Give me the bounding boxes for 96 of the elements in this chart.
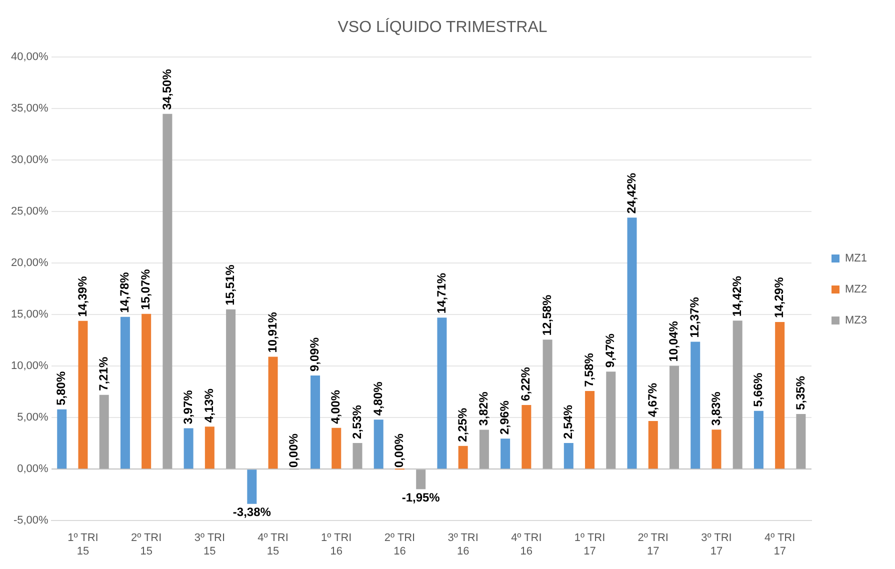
data-label: 7,58%: [582, 352, 596, 388]
x-tick-label: 2º TRI 16: [384, 532, 416, 558]
bar: [78, 320, 88, 469]
bar: [99, 394, 109, 469]
data-label: 4,00%: [328, 390, 343, 424]
x-tick-label: 4º TRI 15: [258, 532, 288, 558]
y-tick-label: 35,00%: [10, 102, 49, 115]
data-label: 15,51%: [223, 264, 238, 306]
data-label: 24,42%: [624, 172, 638, 214]
data-label: 14,71%: [434, 272, 448, 314]
data-label: 5,80%: [54, 371, 68, 406]
bar: [648, 421, 658, 469]
bar: [437, 318, 447, 469]
data-label: 5,35%: [793, 376, 808, 410]
bar: [500, 438, 510, 469]
data-label: 4,13%: [202, 388, 216, 423]
bar: [522, 405, 532, 469]
data-label: 14,42%: [730, 276, 744, 317]
bar: [690, 342, 700, 469]
x-tick-label: 1º TRI 15: [68, 532, 98, 558]
data-label: 4,80%: [370, 381, 385, 416]
bar: [332, 428, 342, 469]
x-tick-label: 3º TRI 15: [194, 532, 226, 558]
data-label: 2,54%: [560, 404, 575, 439]
data-label: 9,47%: [603, 333, 618, 368]
data-label: -1,95%: [402, 490, 440, 505]
data-label: 7,21%: [96, 356, 110, 391]
bar: [458, 446, 468, 469]
x-tick-label: 4º TRI 17: [764, 532, 796, 558]
data-label: 12,37%: [688, 296, 702, 338]
y-tick-label: 10,00%: [10, 360, 49, 372]
data-label: 3,82%: [476, 391, 491, 426]
bar: [310, 376, 320, 469]
bar: [732, 320, 742, 469]
data-label: -3,38%: [232, 505, 272, 520]
data-label: 2,96%: [498, 400, 512, 435]
x-tick-label: 1º TRI 16: [321, 532, 352, 558]
y-tick-label: 40,00%: [10, 51, 49, 64]
chart-title: VSO LÍQUIDO TRIMESTRAL: [338, 18, 548, 36]
y-tick-label: 15,00%: [10, 308, 49, 321]
data-label: 14,39%: [75, 276, 90, 317]
bar: [627, 218, 637, 469]
y-tick-label: 30,00%: [10, 154, 49, 166]
bar: [542, 340, 552, 469]
y-tick-label: 25,00%: [10, 206, 49, 218]
x-tick-label: 2º TRI 15: [130, 532, 162, 558]
bar: [162, 114, 172, 469]
data-label: 0,00%: [392, 433, 406, 468]
y-tick-label: -5,00%: [13, 514, 49, 527]
y-tick-label: 0,00%: [17, 463, 49, 476]
bar: [226, 309, 236, 469]
data-label: 10,04%: [666, 320, 681, 362]
bar: [669, 366, 679, 469]
data-label: 4,67%: [645, 382, 660, 418]
bar: [606, 372, 616, 469]
y-tick-label: 5,00%: [17, 412, 49, 424]
bar: [416, 470, 426, 490]
bar: [564, 442, 574, 469]
x-tick-label: 1º TRI 17: [574, 532, 606, 558]
bar: [754, 410, 764, 469]
data-label: 12,58%: [540, 294, 554, 336]
bar: [120, 316, 130, 469]
data-label: 34,50%: [160, 68, 174, 110]
data-label: 0,00%: [286, 433, 300, 468]
bar: [57, 409, 67, 469]
data-label: 2,53%: [350, 404, 364, 440]
data-label: 15,07%: [138, 268, 153, 310]
bar: [184, 428, 194, 469]
data-label: 6,22%: [518, 366, 533, 402]
data-label: 3,97%: [180, 390, 195, 424]
data-label: 14,29%: [772, 276, 786, 318]
bar: [712, 430, 722, 469]
data-label: 9,09%: [308, 337, 322, 372]
bar: [247, 470, 257, 504]
bar: [352, 443, 362, 469]
legend-label: MZ2: [845, 284, 867, 296]
bar: [796, 414, 806, 469]
bar: [585, 391, 595, 469]
legend-label: MZ1: [845, 252, 867, 265]
bar: [775, 322, 785, 469]
data-label: 14,78%: [118, 272, 132, 313]
x-tick-label: 3º TRI 16: [448, 532, 478, 558]
data-label: 5,66%: [751, 372, 766, 407]
data-label: 2,25%: [455, 408, 470, 442]
bar: [268, 356, 278, 469]
bar: [204, 426, 214, 469]
x-tick-label: 2º TRI 17: [638, 532, 668, 558]
data-label: 10,91%: [265, 312, 280, 353]
x-tick-label: 3º TRI 17: [701, 532, 732, 558]
bar: [142, 314, 152, 469]
y-tick-label: 20,00%: [10, 257, 49, 270]
legend-label: MZ3: [845, 314, 867, 327]
x-tick-label: 4º TRI 16: [511, 532, 542, 558]
data-label: 3,83%: [708, 391, 723, 426]
bar: [479, 430, 489, 469]
bar: [374, 420, 384, 469]
